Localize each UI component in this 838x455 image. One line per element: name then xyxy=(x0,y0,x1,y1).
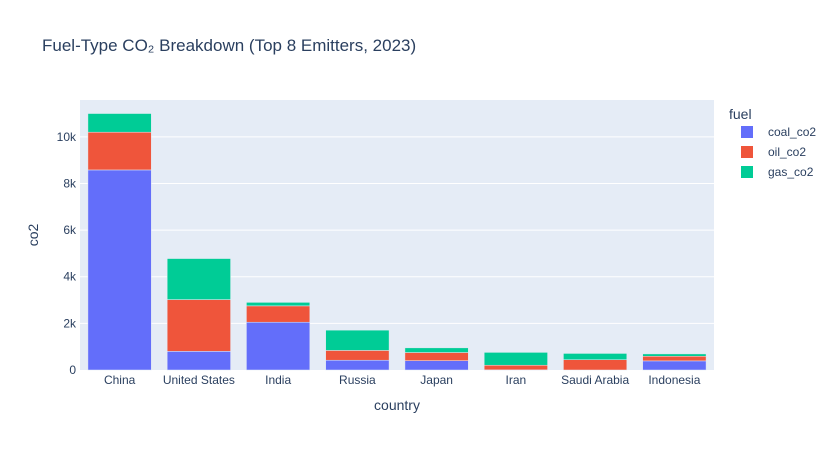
bar-oil_co2 xyxy=(563,360,626,370)
x-axis-label: country xyxy=(374,397,420,413)
x-tick-label: Indonesia xyxy=(648,373,700,387)
bar-gas_co2 xyxy=(88,114,151,133)
x-axis-ticks: China United States India Russia Japan Iran Sa… xyxy=(104,373,701,387)
legend-swatch-coal_co2 xyxy=(741,126,753,138)
x-tick-label: Iran xyxy=(506,373,527,387)
bar-gas_co2 xyxy=(326,330,389,350)
bar-gas_co2 xyxy=(167,259,230,300)
bar-oil_co2 xyxy=(167,300,230,352)
bar-oil_co2 xyxy=(246,306,309,322)
legend-label-gas_co2: gas_co2 xyxy=(768,165,814,179)
y-tick-label: 10k xyxy=(57,130,77,144)
bar-oil_co2 xyxy=(405,353,468,361)
legend-label-oil_co2: oil_co2 xyxy=(768,145,806,159)
y-tick-label: 8k xyxy=(63,176,77,190)
y-tick-label: 0 xyxy=(69,363,76,377)
y-tick-label: 6k xyxy=(63,223,77,237)
x-tick-label: United States xyxy=(163,373,235,387)
bar-gas_co2 xyxy=(246,302,309,305)
bar-oil_co2 xyxy=(88,132,151,170)
bar-oil_co2 xyxy=(643,356,706,361)
bar-gas_co2 xyxy=(405,348,468,353)
legend-swatch-oil_co2 xyxy=(741,146,753,158)
y-axis-label: co2 xyxy=(25,224,41,247)
y-axis-ticks: 0 2k 4k 6k 8k 10k xyxy=(57,130,77,377)
bar-coal_co2 xyxy=(88,170,151,370)
legend: fuel coal_co2 oil_co2 gas_co2 xyxy=(729,106,816,179)
y-tick-label: 2k xyxy=(63,316,77,330)
bar-oil_co2 xyxy=(326,350,389,360)
bar-coal_co2 xyxy=(167,351,230,370)
bar-gas_co2 xyxy=(643,354,706,356)
legend-swatch-gas_co2 xyxy=(741,166,753,178)
legend-title: fuel xyxy=(729,106,752,122)
x-tick-label: India xyxy=(265,373,291,387)
bar-coal_co2 xyxy=(643,361,706,370)
x-tick-label: China xyxy=(104,373,136,387)
bar-coal_co2 xyxy=(246,322,309,370)
legend-label-coal_co2: coal_co2 xyxy=(768,125,816,139)
bar-coal_co2 xyxy=(405,361,468,370)
chart-title: Fuel-Type CO₂ Breakdown (Top 8 Emitters,… xyxy=(42,36,416,55)
x-tick-label: Russia xyxy=(339,373,376,387)
x-tick-label: Saudi Arabia xyxy=(561,373,629,387)
bar-gas_co2 xyxy=(484,352,547,365)
bar-oil_co2 xyxy=(484,365,547,370)
x-tick-label: Japan xyxy=(420,373,453,387)
bar-coal_co2 xyxy=(326,360,389,370)
bar-gas_co2 xyxy=(563,353,626,359)
y-tick-label: 4k xyxy=(63,270,77,284)
